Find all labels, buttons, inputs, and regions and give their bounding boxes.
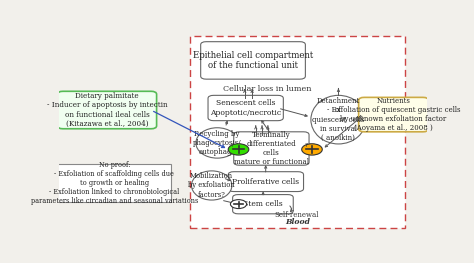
Text: Detachment
of
quiescent cells
in survival
( anoikin): Detachment of quiescent cells in surviva… [312, 97, 365, 142]
Text: Recycling by
phagocytosis/
autophage: Recycling by phagocytosis/ autophage [193, 130, 242, 156]
Text: Blood: Blood [285, 218, 310, 225]
Text: No proof:
- Exfoliation of scaffolding cells due
to growth or healing
- Exfoliat: No proof: - Exfoliation of scaffolding c… [31, 160, 198, 205]
Text: ?: ? [231, 143, 234, 148]
Text: Dietary palmitate
- Inducer of apoptosis by intectin
on functional ileal cells
(: Dietary palmitate - Inducer of apoptosis… [47, 92, 167, 128]
Text: Nutrients
- Exfoliation of quiescent gastric cells
by unknown exfoliation factor: Nutrients - Exfoliation of quiescent gas… [327, 97, 460, 132]
Text: Senescent cells
Apoptotic/necrotic: Senescent cells Apoptotic/necrotic [210, 99, 281, 117]
Text: Self-renewal: Self-renewal [274, 211, 319, 219]
FancyArrowPatch shape [290, 206, 293, 212]
Circle shape [228, 144, 249, 155]
FancyBboxPatch shape [208, 95, 283, 121]
FancyBboxPatch shape [359, 97, 428, 132]
Text: Cellular loss in lumen: Cellular loss in lumen [223, 85, 311, 93]
Circle shape [230, 200, 246, 209]
FancyBboxPatch shape [234, 132, 309, 165]
Circle shape [301, 144, 322, 155]
Ellipse shape [196, 128, 238, 158]
Text: Mobilization
by exfoliation
factors?: Mobilization by exfoliation factors? [188, 172, 235, 199]
Text: Epithelial cell compartment
of the functional unit: Epithelial cell compartment of the funct… [193, 51, 313, 70]
Text: Proliferative cells: Proliferative cells [232, 178, 300, 186]
FancyBboxPatch shape [233, 195, 293, 214]
Text: Stem cells: Stem cells [243, 200, 283, 208]
FancyBboxPatch shape [228, 172, 303, 191]
FancyBboxPatch shape [201, 42, 305, 79]
FancyBboxPatch shape [57, 91, 156, 129]
Text: Terminally
differentiated
cells
mature or functional: Terminally differentiated cells mature o… [234, 131, 309, 166]
Ellipse shape [191, 171, 232, 200]
Ellipse shape [311, 95, 366, 144]
Text: ?: ? [304, 143, 308, 148]
FancyBboxPatch shape [190, 36, 405, 228]
FancyBboxPatch shape [57, 164, 171, 202]
